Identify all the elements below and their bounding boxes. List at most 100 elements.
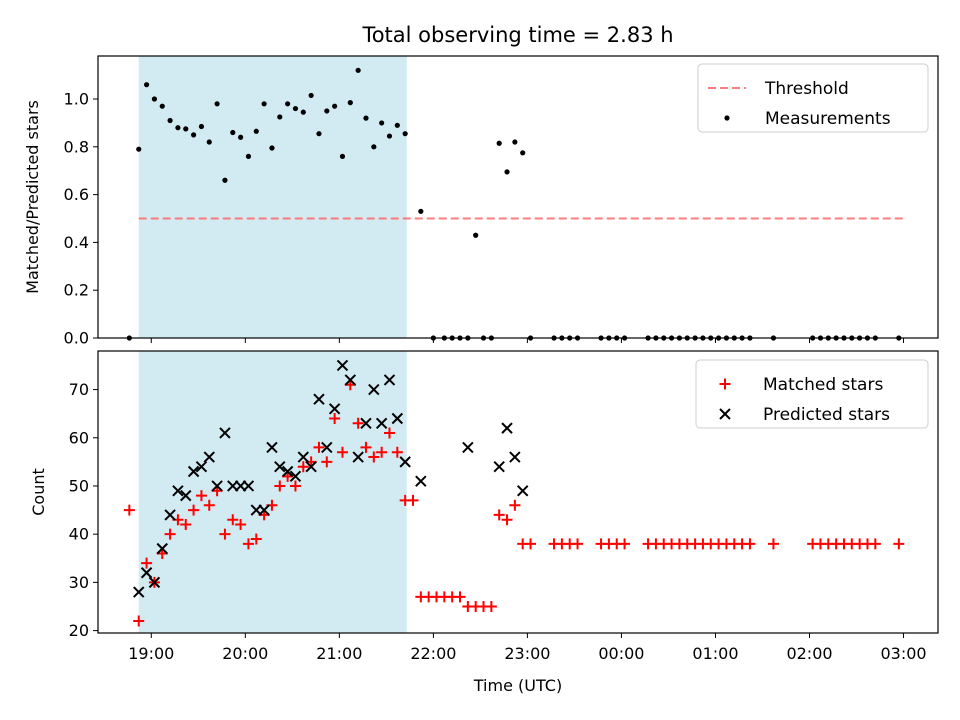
predicted-star-marker <box>352 451 364 463</box>
x-tick-label: 21:00 <box>316 644 362 663</box>
matched-star-marker <box>493 509 505 521</box>
top-y-tick-label: 0.4 <box>64 233 89 252</box>
predicted-star-marker <box>391 412 404 425</box>
matched-star-marker <box>123 504 135 516</box>
matched-star-marker <box>767 538 779 550</box>
measurement-point <box>261 101 267 107</box>
bottom-y-tick-label: 70 <box>69 380 89 399</box>
top-y-tick-label: 1.0 <box>64 90 89 109</box>
predicted-star-marker <box>266 441 278 454</box>
matched-star-marker <box>274 480 286 492</box>
measurement-point <box>214 101 220 107</box>
measurement-point <box>402 131 408 137</box>
predicted-star-marker <box>156 542 168 555</box>
predicted-star-marker <box>462 441 474 454</box>
predicted-star-marker <box>360 417 372 430</box>
matched-star-marker <box>501 514 513 526</box>
measurement-point <box>324 108 330 114</box>
measurement-point <box>285 101 291 107</box>
predicted-star-marker <box>219 427 231 439</box>
measurement-point <box>253 128 259 134</box>
predicted-star-marker <box>211 480 223 492</box>
measurement-point <box>151 96 158 102</box>
matched-star-marker <box>352 417 364 429</box>
measurement-point <box>238 134 244 140</box>
predicted-star-marker <box>140 567 153 579</box>
predicted-star-marker <box>203 451 215 463</box>
measurement-point <box>167 117 173 124</box>
matched-star-marker <box>203 499 215 511</box>
predicted-star-marker <box>242 480 255 492</box>
measurement-point <box>394 122 400 128</box>
matched-star-marker <box>329 412 341 424</box>
matched-star-marker <box>407 494 419 506</box>
matched-star-marker <box>188 504 200 516</box>
legend-measurements-swatch <box>724 115 730 121</box>
measurement-point <box>292 105 299 112</box>
matched-star-marker <box>744 538 756 550</box>
x-tick-label: 20:00 <box>222 644 268 663</box>
matched-star-marker <box>509 499 521 511</box>
measurement-point <box>512 139 518 145</box>
legend-label: Threshold <box>764 79 849 99</box>
matched-star-marker <box>525 538 537 550</box>
measurement-point <box>347 100 353 106</box>
predicted-star-marker <box>289 470 302 483</box>
figure-title: Total observing time = 2.83 h <box>361 23 673 47</box>
measurement-point <box>339 153 346 159</box>
matched-star-marker <box>250 533 262 545</box>
predicted-star-marker <box>297 451 310 463</box>
predicted-star-marker <box>509 451 521 463</box>
matched-star-marker <box>321 456 333 468</box>
matched-star-marker <box>180 519 192 531</box>
matched-star-marker <box>893 538 905 550</box>
bottom-axes-frame <box>97 350 939 634</box>
predicted-star-marker <box>258 504 270 516</box>
top-y-tick-label: 0.6 <box>64 185 89 204</box>
bottom-y-axis-label: Count <box>29 468 48 516</box>
measurement-point <box>520 150 526 156</box>
matched-star-marker <box>572 538 584 550</box>
bottom-y-tick-label: 40 <box>69 525 89 544</box>
predicted-star-marker <box>133 586 145 598</box>
predicted-star-marker <box>164 509 176 521</box>
matched-star-marker <box>164 528 176 540</box>
predicted-star-marker <box>493 460 505 473</box>
predicted-star-marker <box>399 456 411 468</box>
top-panel: 0.0 0.2 0.4 0.6 0.8 1.0 Threshold Measurements <box>64 55 939 348</box>
matched-star-marker <box>485 600 497 612</box>
measurement-point <box>183 126 189 132</box>
measurement-point <box>230 129 236 136</box>
predicted-star-marker <box>195 460 208 473</box>
matched-star-marker <box>391 446 403 458</box>
predicted-star-marker <box>148 576 161 589</box>
measurement-point <box>473 232 479 238</box>
legend-matched-swatch <box>719 378 731 390</box>
measurement-point <box>418 208 424 214</box>
measurement-point <box>504 169 510 175</box>
top-legend <box>697 63 929 133</box>
matched-star-marker <box>235 519 247 531</box>
measurement-point <box>371 144 377 150</box>
bottom-y-tick-label: 50 <box>69 476 89 495</box>
matched-star-marker <box>869 538 881 550</box>
predicted-star-marker <box>368 383 380 396</box>
bottom-y-tick-label: 60 <box>69 428 89 447</box>
bottom-y-tick-label: 30 <box>69 573 89 592</box>
matched-star-marker <box>313 441 325 453</box>
matched-star-marker <box>376 446 388 458</box>
matched-star-marker <box>242 538 254 550</box>
measurement-point <box>222 177 228 183</box>
matched-star-marker <box>297 461 309 473</box>
measurement-point <box>206 139 212 145</box>
measurement-point <box>143 82 150 88</box>
bottom-legend <box>695 359 929 429</box>
predicted-star-marker <box>516 485 529 497</box>
bottom-panel: 20 30 40 50 60 70 19:00 20:00 21:00 22:00 23:00 00:… <box>69 350 939 663</box>
measurement-point <box>308 92 314 99</box>
x-tick-label: 03:00 <box>880 644 926 663</box>
predicted-star-marker <box>383 374 396 386</box>
measurement-point <box>190 132 197 138</box>
top-y-tick-label: 0.0 <box>64 329 89 348</box>
matched-star-marker <box>360 441 372 453</box>
